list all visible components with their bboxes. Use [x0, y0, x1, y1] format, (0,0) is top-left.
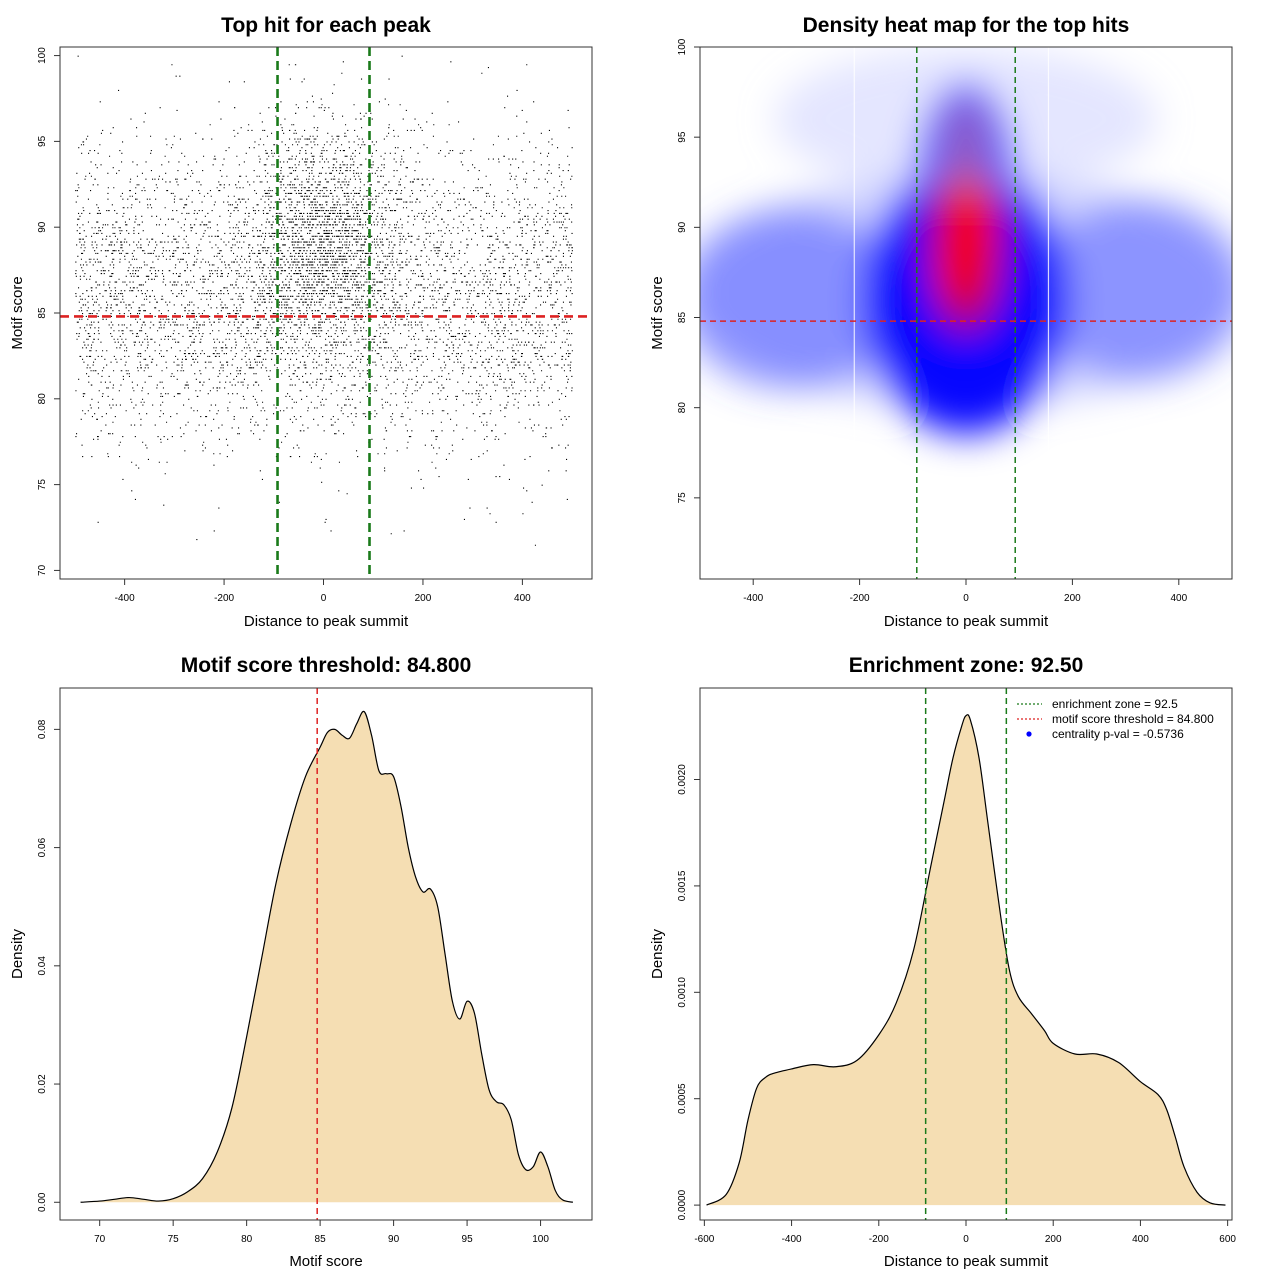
y-tick-label: 75: [677, 492, 688, 504]
distance-density-panel: Enrichment zone: 92.50 -600 -400 -200 0 200 4…: [649, 654, 1236, 1270]
heatmap-title: Density heat map for the top hits: [803, 14, 1130, 37]
x-tick-label: 600: [1219, 1234, 1236, 1245]
distance-density-plot-area: [706, 688, 1226, 1220]
x-tick-label: -400: [743, 593, 763, 604]
y-tick-label: 95: [677, 131, 688, 143]
scatter-x-axis-label: Distance to peak summit: [244, 613, 409, 630]
distance-density-y-axis-label: Density: [649, 928, 666, 979]
density-blob: [940, 232, 986, 305]
x-tick-label: 0: [963, 1234, 969, 1245]
y-tick-label: 0.0000: [677, 1189, 688, 1220]
x-tick-label: -400: [782, 1234, 802, 1245]
x-tick-label: 70: [94, 1234, 106, 1245]
heatmap-x-axis-label: Distance to peak summit: [884, 613, 1049, 630]
density-fill: [706, 714, 1226, 1206]
x-tick-label: -200: [850, 593, 870, 604]
scatter-plot-area: [75, 55, 573, 546]
y-tick-label: 0.0015: [677, 870, 688, 901]
heatmap-panel: Density heat map for the top hits -400 -2…: [649, 14, 1233, 630]
y-tick-label: 70: [37, 564, 48, 576]
legend-label-enrichment-zone: enrichment zone = 92.5: [1052, 697, 1178, 711]
heatmap-reference-lines: [700, 47, 1232, 579]
x-tick-label: -200: [214, 593, 234, 604]
x-tick-label: -400: [115, 593, 135, 604]
scatter-axes: -400 -200 0 200 400 70 75 80 85 90 95 100: [37, 47, 531, 604]
heatmap-plot-area: [700, 47, 1232, 579]
scatter-y-axis-label: Motif score: [9, 276, 26, 349]
score-density-x-axis-label: Motif score: [289, 1253, 362, 1270]
score-density-title: Motif score threshold: 84.800: [181, 654, 472, 677]
y-tick-label: 0.02: [37, 1074, 48, 1094]
y-tick-label: 80: [37, 393, 48, 405]
x-tick-label: 85: [315, 1234, 327, 1245]
heatmap-axes: -400 -200 0 200 400 75 80 85 90 95 100: [677, 38, 1188, 604]
score-density-y-axis-label: Density: [9, 928, 26, 979]
x-tick-label: 400: [1170, 593, 1187, 604]
x-tick-label: 0: [963, 593, 969, 604]
y-tick-label: 0.06: [37, 837, 48, 857]
scatter-title: Top hit for each peak: [221, 14, 431, 37]
y-tick-label: 0.08: [37, 719, 48, 739]
scatter-panel: Top hit for each peak -400 -200 0 200 400 70 7…: [9, 14, 593, 630]
score-density-panel: Motif score threshold: 84.800 70 75 80 85 90…: [9, 654, 593, 1270]
y-tick-label: 0.00: [37, 1192, 48, 1212]
score-density-plot-area: [80, 688, 574, 1220]
heatmap-density: [700, 47, 1232, 435]
x-tick-label: 200: [1064, 593, 1081, 604]
distance-density-x-axis-label: Distance to peak summit: [884, 1253, 1049, 1270]
density-blob: [774, 47, 1158, 192]
y-tick-label: 85: [37, 307, 48, 319]
y-tick-label: 80: [677, 402, 688, 414]
density-blob: [1035, 200, 1232, 381]
y-tick-label: 0.0005: [677, 1083, 688, 1114]
y-tick-label: 95: [37, 135, 48, 147]
density-blob: [700, 209, 903, 390]
x-tick-label: 100: [532, 1234, 549, 1245]
x-tick-label: -600: [694, 1234, 714, 1245]
density-curve: [706, 714, 1226, 1206]
scatter-reference-lines: [60, 47, 592, 579]
scatter-points: [75, 55, 573, 546]
x-tick-label: -200: [869, 1234, 889, 1245]
x-tick-label: 200: [415, 593, 432, 604]
y-tick-label: 75: [37, 479, 48, 491]
distance-density-title: Enrichment zone: 92.50: [849, 654, 1084, 677]
legend-swatch-centrality: [1026, 731, 1032, 737]
x-tick-label: 0: [321, 593, 327, 604]
x-tick-label: 90: [388, 1234, 400, 1245]
y-tick-label: 0.0020: [677, 764, 688, 795]
y-tick-label: 100: [677, 38, 688, 55]
y-tick-label: 0.04: [37, 956, 48, 976]
legend-label-centrality: centrality p-val = -0.5736: [1052, 727, 1184, 741]
x-tick-label: 75: [168, 1234, 180, 1245]
x-tick-label: 400: [1132, 1234, 1149, 1245]
score-density-axes: 70 75 80 85 90 95 100 0.00 0.02 0.04 0.06 0.08: [37, 719, 549, 1245]
y-tick-label: 85: [677, 312, 688, 324]
density-curve: [80, 710, 574, 1203]
y-tick-label: 90: [37, 221, 48, 233]
x-tick-label: 400: [514, 593, 531, 604]
legend: enrichment zone = 92.5 motif score thres…: [1017, 697, 1214, 741]
y-tick-label: 100: [37, 47, 48, 64]
y-tick-label: 90: [677, 221, 688, 233]
distance-density-axes: -600 -400 -200 0 200 400 600 0.0000 0.0005 0.0010…: [677, 764, 1236, 1245]
heatmap-y-axis-label: Motif score: [649, 276, 666, 349]
x-tick-label: 200: [1045, 1234, 1062, 1245]
y-tick-label: 0.0010: [677, 977, 688, 1008]
x-tick-label: 80: [241, 1234, 253, 1245]
x-tick-label: 95: [462, 1234, 474, 1245]
density-fill: [80, 711, 573, 1203]
legend-label-motif-threshold: motif score threshold = 84.800: [1052, 712, 1214, 726]
